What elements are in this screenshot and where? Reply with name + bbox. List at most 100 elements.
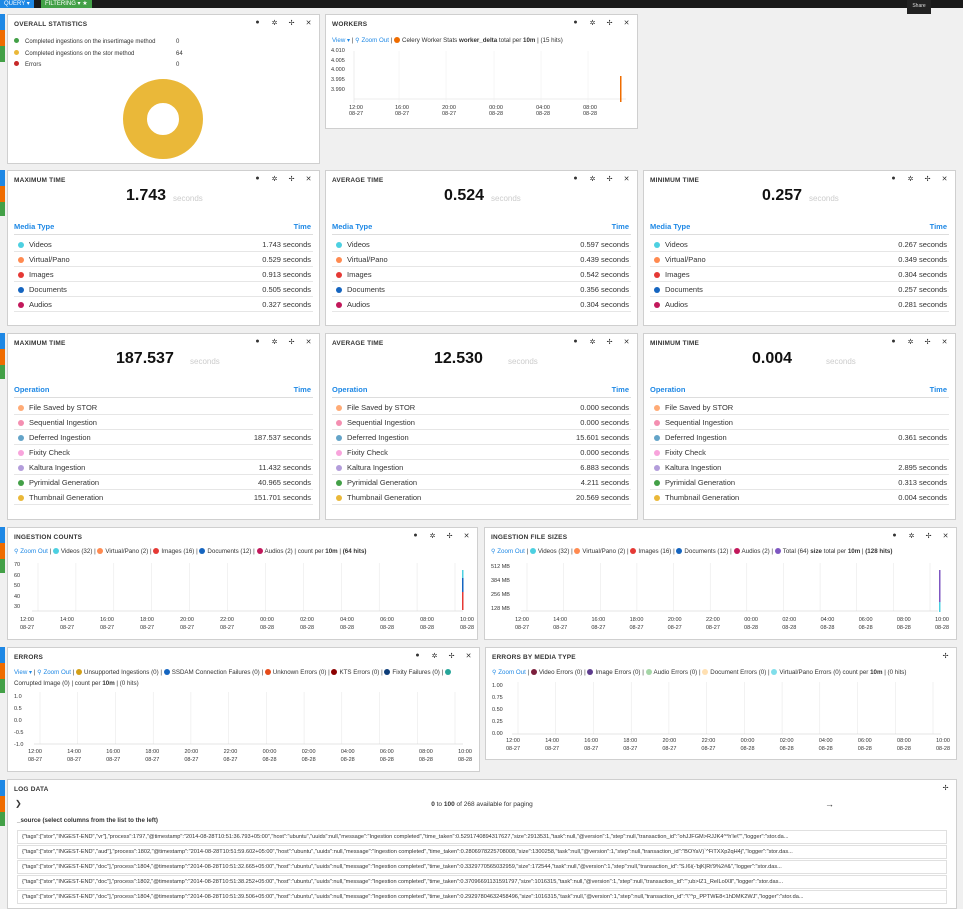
bar-videos[interactable] [462,570,464,578]
move-icon[interactable]: ✢ [606,20,613,27]
legend-label[interactable]: Videos (32) [60,548,93,555]
row-handle-collapse[interactable] [0,780,5,796]
row-handle-collapse[interactable] [0,647,5,663]
move-icon[interactable]: ✢ [288,339,295,346]
legend-label[interactable]: Audios (2) [741,548,770,555]
legend-label[interactable]: SSDAM Connection Failures (0) [171,669,260,676]
zoom-out-link[interactable]: Zoom Out [497,548,525,555]
legend-label[interactable]: Videos (32) [537,548,570,555]
column-header[interactable]: Operation [14,385,50,394]
info-icon[interactable]: ● [891,175,896,182]
gear-icon[interactable]: ✲ [429,533,436,540]
row-handle-collapse[interactable] [0,170,5,186]
source-column-header[interactable]: _source (select columns from the list to… [17,817,158,824]
legend-label[interactable]: Images (16) [638,548,672,555]
column-header[interactable]: Time [929,222,947,231]
zoom-out-link[interactable]: Zoom Out [498,669,526,676]
legend-label[interactable]: Celery Worker Stats [402,37,458,44]
row-handle-collapse[interactable] [0,14,5,30]
column-header[interactable]: Time [293,222,311,231]
column-header[interactable]: Media Type [14,222,55,231]
row-handle-settings[interactable] [0,30,5,46]
column-header[interactable]: Time [611,385,629,394]
legend-item[interactable]: Completed ingestions on the stor method … [14,49,194,61]
legend-label[interactable]: Unknown Errors (0) [272,669,327,676]
gear-icon[interactable]: ✲ [271,176,278,183]
bar-videos[interactable] [939,602,941,612]
legend-label[interactable]: Total (64) [782,548,809,555]
row-handle-add[interactable] [0,365,5,379]
view-menu[interactable]: View ▾ [332,37,351,44]
bar-images[interactable] [462,592,464,610]
legend-label[interactable]: Documents (12) [207,548,252,555]
close-icon[interactable]: ✕ [465,653,472,660]
info-icon[interactable]: ● [413,532,418,539]
close-icon[interactable]: ✕ [463,533,470,540]
close-icon[interactable]: ✕ [623,339,630,346]
legend-label[interactable]: Documents (12) [684,548,729,555]
bar-total[interactable] [939,570,941,602]
legend-item[interactable]: Errors 0 [14,60,194,72]
row-handle-settings[interactable] [0,663,5,679]
zoom-out-link[interactable]: Zoom Out [20,548,48,555]
legend-label[interactable]: Virtual/Pano (2) [582,548,626,555]
info-icon[interactable]: ❯ [15,799,22,808]
log-row[interactable]: {"tags":["stor","INGEST-END","doc"],"pro… [17,860,947,874]
view-menu[interactable]: View ▾ [14,669,33,676]
row-handle-add[interactable] [0,812,5,826]
bar-documents[interactable] [462,578,464,592]
row-handle-add[interactable] [0,202,5,216]
info-icon[interactable]: ● [892,532,897,539]
gear-icon[interactable]: ✲ [271,20,278,27]
move-icon[interactable]: ✢ [288,176,295,183]
next-page-icon[interactable]: → [825,799,834,809]
column-header[interactable]: Time [929,385,947,394]
legend-label[interactable]: Audios (2) [264,548,293,555]
close-icon[interactable]: ✕ [623,20,630,27]
query-tab[interactable]: QUERY ▾ [0,0,34,8]
column-header[interactable]: Time [611,222,629,231]
info-icon[interactable]: ● [255,19,260,26]
info-icon[interactable]: ● [255,175,260,182]
zoom-out-link[interactable]: Zoom Out [43,669,71,676]
column-header[interactable]: Media Type [650,222,691,231]
pie-slice-stor[interactable] [123,79,203,159]
legend-item[interactable]: Completed ingestions on the insertimage … [14,37,194,49]
column-header[interactable]: Operation [332,385,368,394]
row-handle-settings[interactable] [0,543,5,559]
move-icon[interactable]: ✢ [448,653,455,660]
legend-label[interactable]: Fixity Failures (0) [392,669,440,676]
row-handle-settings[interactable] [0,796,5,812]
close-icon[interactable]: ✕ [305,339,312,346]
legend-label[interactable]: Video Errors (0) [538,669,583,676]
filtering-tab[interactable]: FILTERING ▾ ★ [41,0,92,8]
column-header[interactable]: Time [293,385,311,394]
gear-icon[interactable]: ✲ [907,339,914,346]
move-icon[interactable]: ✢ [942,653,949,660]
gear-icon[interactable]: ✲ [431,653,438,660]
legend-label[interactable]: Audio Errors (0) [653,669,698,676]
log-row[interactable]: {"tags":["stor","INGEST-END","vr"],"proc… [17,830,947,844]
info-icon[interactable]: ● [415,652,420,659]
legend-label[interactable]: Virtual/Pano (2) [105,548,149,555]
legend-label[interactable]: KTS Errors (0) [339,669,380,676]
row-handle-settings[interactable] [0,349,5,365]
close-icon[interactable]: ✕ [305,20,312,27]
close-icon[interactable]: ✕ [942,533,949,540]
move-icon[interactable]: ✢ [446,533,453,540]
legend-label[interactable]: Virtual/Pano Errors (0) [779,669,841,676]
row-handle-add[interactable] [0,46,5,62]
gear-icon[interactable]: ✲ [589,20,596,27]
gear-icon[interactable]: ✲ [271,339,278,346]
info-icon[interactable]: ● [573,338,578,345]
move-icon[interactable]: ✢ [942,785,949,792]
column-header[interactable]: Media Type [332,222,373,231]
close-icon[interactable]: ✕ [623,176,630,183]
log-row[interactable]: {"tags":["stor","INGEST-END","doc"],"pro… [17,890,947,904]
row-handle-collapse[interactable] [0,527,5,543]
column-header[interactable]: Operation [650,385,686,394]
info-icon[interactable]: ● [255,338,260,345]
gear-icon[interactable]: ✲ [908,533,915,540]
move-icon[interactable]: ✢ [288,20,295,27]
info-icon[interactable]: ● [891,338,896,345]
